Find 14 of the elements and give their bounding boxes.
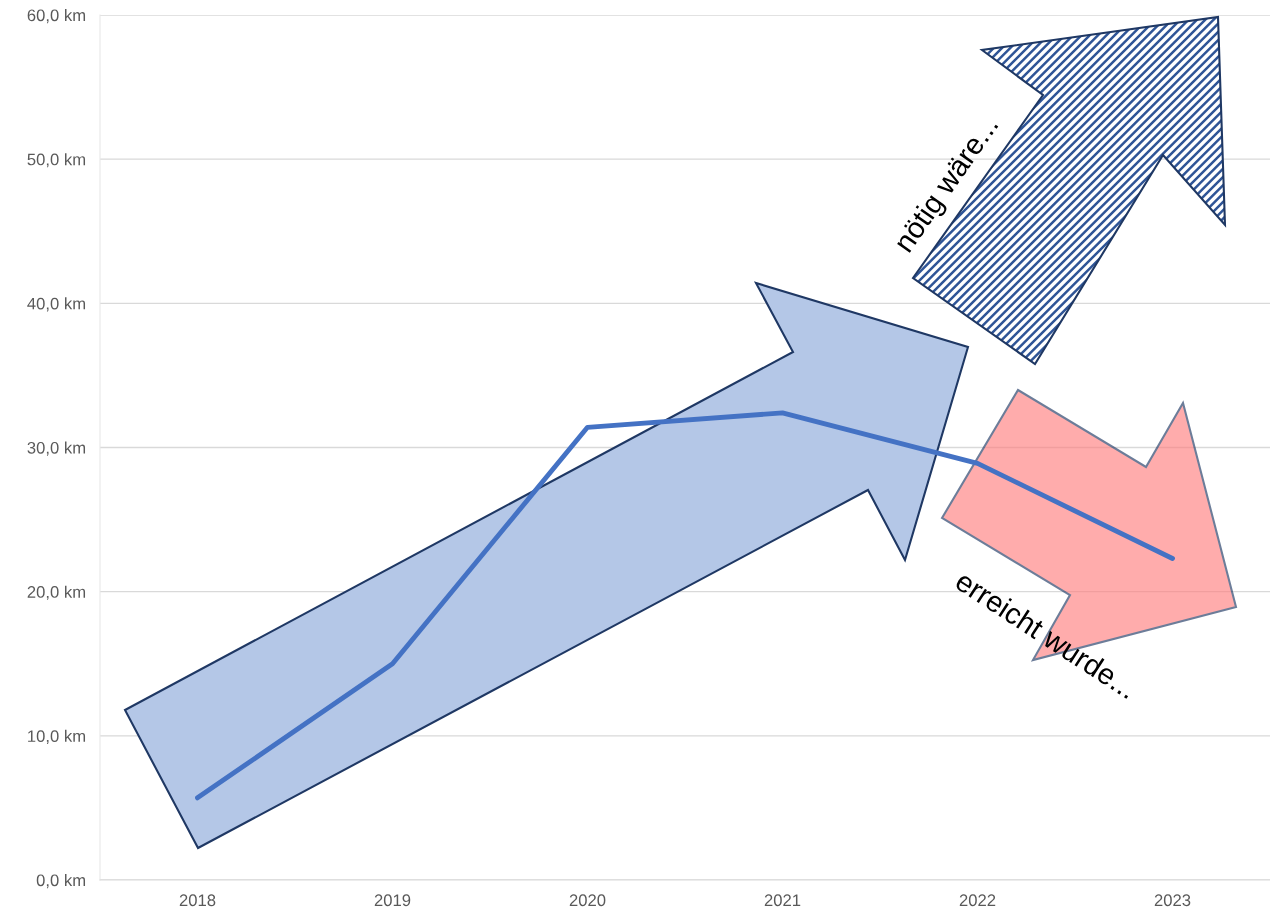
y-tick-label: 50,0 km [27,153,86,168]
y-tick-label: 10,0 km [28,729,86,745]
x-tick-label: 2018 [179,894,216,907]
y-tick-label: 40,0 km [27,297,86,312]
x-tick-label: 2022 [959,894,996,907]
x-tick-label: 2020 [569,894,606,907]
y-tick-label: 60,0 km [27,8,86,24]
x-tick-label: 2019 [374,894,411,907]
y-tick-label: 30,0 km [27,441,86,456]
y-tick-label: 0,0 km [36,873,86,889]
x-tick-label: 2023 [1154,894,1191,907]
y-tick-label: 20,0 km [27,585,86,600]
line-series [195,410,1175,801]
x-tick-label: 2021 [764,894,801,907]
